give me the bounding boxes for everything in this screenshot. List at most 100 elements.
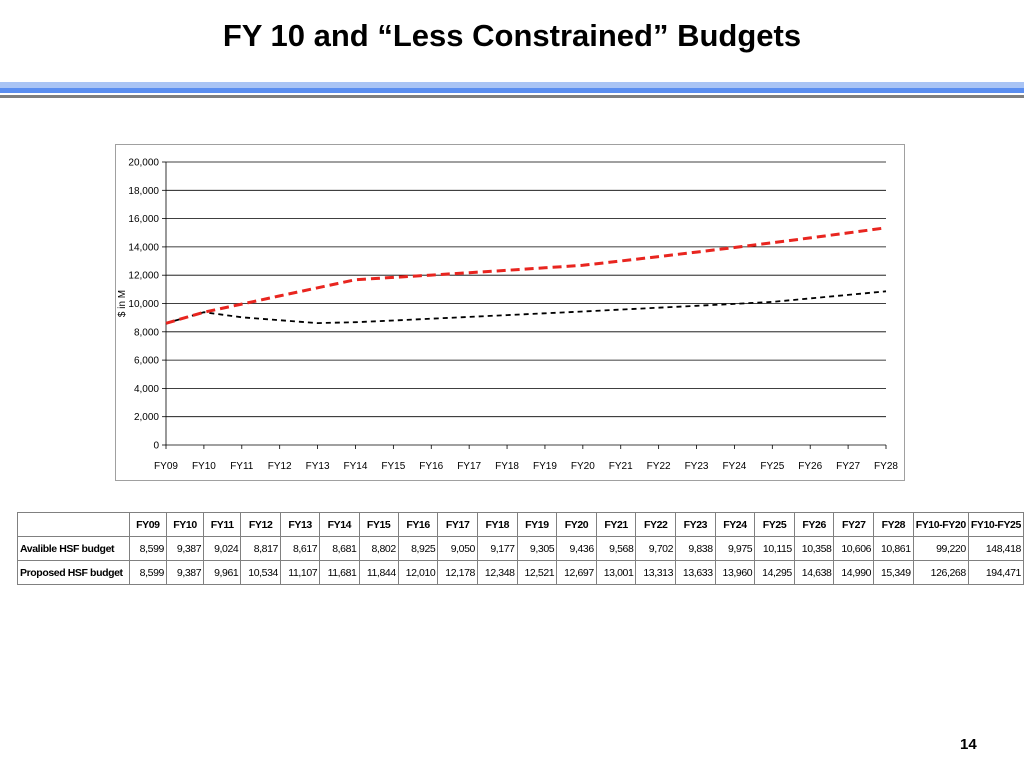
table-cell: 13,001 [595,560,637,585]
table-header-cell: FY27 [833,512,875,537]
table-header-cell: FY10 [165,512,205,537]
table-header-cell: FY18 [476,512,518,537]
slide-title: FY 10 and “Less Constrained” Budgets [222,18,802,53]
table-cell: 12,697 [556,560,597,585]
table-header-cell: FY12 [240,512,281,537]
proposed-budget-line [165,226,887,325]
y-tick-label: 10,000 [128,299,159,310]
chart-area: 0 2,000 4,000 6,000 8,000 10,000 12,000 14,000 1… [115,144,905,481]
page-number: 14 [960,736,977,753]
y-tick-label: 8,000 [134,327,159,338]
table-header-cell: FY10-FY25 [967,512,1024,537]
table-cell: 11,681 [319,560,360,585]
table-cell: 12,010 [397,560,439,585]
available-budget-line [165,290,887,325]
table-corner-cell [17,512,130,537]
table-header-cell: FY25 [754,512,795,537]
table-cell: 9,975 [714,536,756,561]
table-header-cell: FY20 [556,512,597,537]
x-tick-label: FY09 [154,461,178,472]
y-tick-label: 2,000 [134,412,159,423]
table-header-cell: FY24 [714,512,756,537]
x-tick-label: FY12 [268,461,292,472]
table-header-cell: FY16 [397,512,439,537]
table-row-label: Avalible HSF budget [17,536,130,561]
table-cell: 8,599 [128,560,167,585]
table-header-cell: FY10-FY20 [912,512,969,537]
table-cell: 126,268 [912,560,969,585]
x-tick-label: FY20 [571,461,595,472]
table-cell: 8,599 [128,536,167,561]
table-body: Avalible HSF budget 8,599 9,387 9,024 8,817 8… [17,536,1024,585]
table-header-cell: FY21 [595,512,637,537]
x-tick-label: FY15 [381,461,405,472]
x-tick-label: FY14 [344,461,368,472]
table-cell: 13,960 [714,560,756,585]
x-tick-label: FY19 [533,461,557,472]
table-header-cell: FY19 [516,512,558,537]
table-cell: 11,844 [358,560,399,585]
table-cell: 9,436 [556,536,597,561]
table-cell: 9,702 [635,536,677,561]
table-header-cell: FY09 [128,512,167,537]
table-row-label: Proposed HSF budget [17,560,130,585]
table-cell: 9,568 [595,536,637,561]
table-cell: 13,633 [675,560,716,585]
table-header-cell: FY14 [319,512,360,537]
table-cell: 8,617 [279,536,321,561]
table-cell: 11,107 [279,560,321,585]
table-cell: 9,177 [476,536,518,561]
table-cell: 9,387 [165,536,205,561]
x-tick-label: FY13 [306,461,330,472]
table-header-cell: FY17 [437,512,478,537]
y-tick-label: 20,000 [128,158,159,169]
table-cell: 14,990 [833,560,875,585]
table-cell: 9,838 [675,536,716,561]
y-axis-label: $ in M [117,290,128,317]
y-tick-label: 0 [153,441,159,452]
y-tick-label: 14,000 [128,242,159,253]
table-cell: 9,305 [516,536,558,561]
table-cell: 8,681 [319,536,360,561]
table-header-cell: FY23 [675,512,716,537]
table-cell: 14,638 [793,560,835,585]
table-cell: 194,471 [967,560,1024,585]
x-tick-label: FY11 [230,461,254,472]
x-tick-label: FY26 [798,461,822,472]
table-cell: 9,961 [203,560,242,585]
x-tick-label: FY28 [874,461,898,472]
table-header-cell: FY22 [635,512,677,537]
header-band-light [0,82,1024,88]
table-cell: 14,295 [754,560,795,585]
table-header-cell: FY26 [793,512,835,537]
table-cell: 9,387 [165,560,205,585]
x-tick-label: FY22 [647,461,671,472]
y-tick-label: 18,000 [128,186,159,197]
table-header-cell: FY13 [279,512,321,537]
y-tick-label: 6,000 [134,356,159,367]
y-tick-label: 4,000 [134,384,159,395]
table-cell: 9,050 [437,536,478,561]
table-header-cell: FY11 [203,512,242,537]
table-cell: 99,220 [912,536,969,561]
table-cell: 12,178 [437,560,478,585]
table-cell: 8,802 [358,536,399,561]
table-cell: 12,348 [476,560,518,585]
x-tick-label: FY23 [685,461,709,472]
x-tick-label: FY17 [457,461,481,472]
table-cell: 10,606 [833,536,875,561]
table-cell: 10,534 [240,560,281,585]
line-chart: 0 2,000 4,000 6,000 8,000 10,000 12,000 14,000 1… [117,158,898,473]
y-tick-label: 16,000 [128,214,159,225]
x-tick-label: FY18 [495,461,519,472]
y-tick-label: 12,000 [128,271,159,282]
table-header-cell: FY15 [358,512,399,537]
table-cell: 13,313 [635,560,677,585]
table-header-cell: FY28 [873,512,914,537]
table-cell: 10,115 [754,536,795,561]
x-tick-label: FY16 [419,461,443,472]
x-tick-label: FY24 [722,461,746,472]
table-header-row: FY09 FY10 FY11 FY12 FY13 FY14 FY15 FY16 FY17 FY18… [17,512,1024,537]
budget-data-table: FY09 FY10 FY11 FY12 FY13 FY14 FY15 FY16 FY17 FY18… [17,512,1024,585]
table-row: Proposed HSF budget 8,599 9,387 9,961 10,534… [17,560,1024,585]
